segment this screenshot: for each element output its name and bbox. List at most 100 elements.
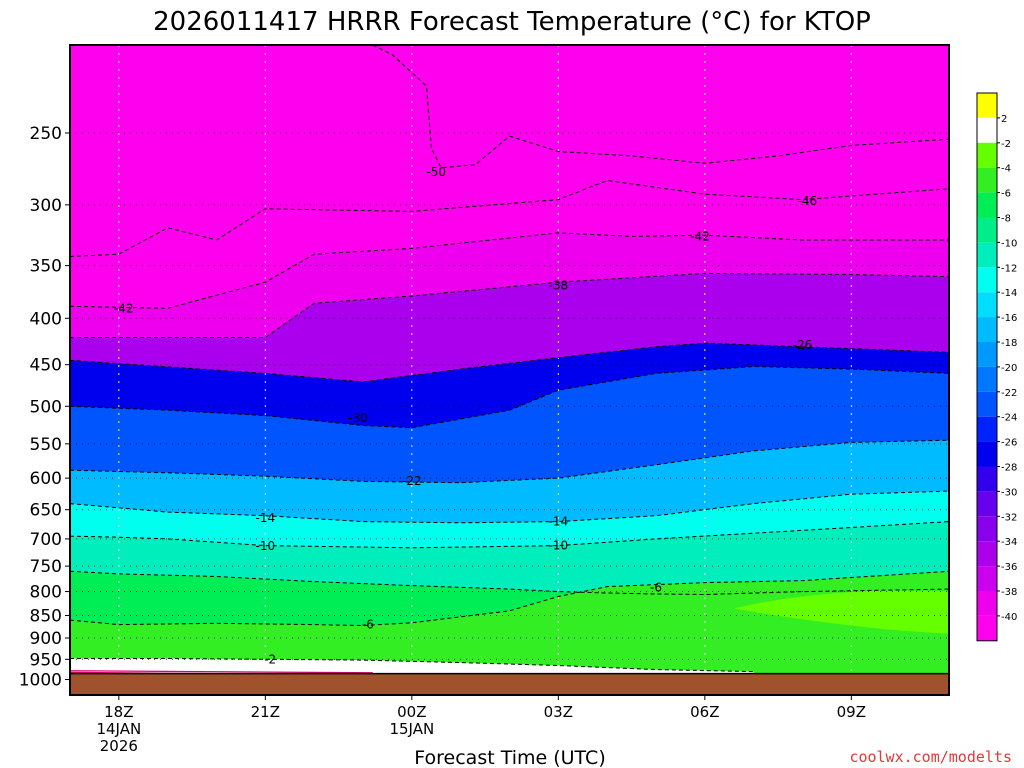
y-tick-label: 800	[30, 583, 62, 603]
isotherm-label: -22	[402, 474, 422, 488]
isotherm-label: -14	[549, 515, 569, 529]
x-tick-label: 06Z	[690, 703, 719, 721]
colorbar-swatch	[977, 167, 997, 193]
warm-patch	[734, 590, 949, 634]
isotherm-label: -50	[426, 165, 446, 179]
isotherm-label: -2	[264, 652, 276, 666]
colorbar-label: -14	[1001, 288, 1017, 299]
colorbar-label: -22	[1001, 388, 1017, 399]
colorbar-label: -20	[1001, 363, 1017, 374]
colorbar-swatch	[977, 217, 997, 243]
ground-layer	[70, 670, 949, 695]
colorbar-label: -18	[1001, 338, 1017, 349]
y-tick-label: 650	[30, 501, 62, 521]
colorbar-swatch	[977, 591, 997, 616]
colorbar-label: -32	[1001, 512, 1017, 523]
colorbar-swatch	[977, 566, 997, 591]
x-axis-label: Forecast Time (UTC)	[414, 747, 605, 768]
y-tick-label: 350	[30, 257, 62, 277]
y-tick-label: 750	[30, 557, 62, 577]
x-tick-date: 14JAN	[96, 720, 141, 738]
colorbar-label: -26	[1001, 438, 1017, 449]
colorbar-swatch	[977, 267, 997, 293]
temperature-bands	[70, 45, 949, 695]
colorbar-label: -4	[1001, 164, 1011, 175]
colorbar-label: -24	[1001, 413, 1017, 424]
isotherm-line	[70, 342, 949, 383]
y-tick-label: 400	[30, 309, 62, 329]
colorbar-swatch	[977, 292, 997, 318]
colorbar-label: -40	[1001, 612, 1017, 623]
isotherm-label: -26	[793, 338, 813, 352]
credit-link[interactable]: coolwx.com/modelts	[849, 748, 1012, 766]
isotherm-label: -42	[114, 301, 134, 315]
isotherm-line	[70, 365, 949, 429]
colorbar-swatch	[977, 416, 997, 442]
x-tick-label: 00Z	[397, 703, 426, 721]
plot-frame	[69, 44, 950, 696]
colorbar-swatch	[977, 93, 997, 118]
y-axis: 250 300 350 400 450 500 550 600 650 700 750 800 850 9…	[19, 124, 70, 691]
chart-title: 2026011417 HRRR Forecast Temperature (°C…	[153, 7, 871, 37]
colorbar-swatch	[977, 491, 997, 517]
isotherm-label: -6	[362, 618, 374, 632]
x-tick-label: 03Z	[544, 703, 573, 721]
colorbar-label: -36	[1001, 562, 1017, 573]
colorbar-swatch	[977, 466, 997, 492]
colorbar-label: -2	[1001, 139, 1011, 150]
y-tick-label: 300	[30, 196, 62, 216]
colorbar-swatch	[977, 342, 997, 367]
isotherm-label: -38	[549, 278, 569, 292]
colorbar-label: -16	[1001, 313, 1017, 324]
colorbar-label: -38	[1001, 587, 1017, 598]
y-tick-label: 500	[30, 397, 62, 417]
colorbar-swatch	[977, 366, 997, 392]
colorbar-swatch	[977, 541, 997, 567]
colorbar-label: 2	[1001, 114, 1007, 125]
plot-area: -50 -46 -42 -42 -38 -26 -30 -22 -14 -14 -10 -10 -6 -6…	[70, 45, 949, 695]
colorbar-swatch	[977, 441, 997, 467]
colorbar-swatch	[977, 391, 997, 417]
colorbar-swatch	[977, 192, 997, 218]
isotherm-line	[372, 45, 949, 169]
isotherm-line	[70, 570, 949, 596]
isotherm-label: -14	[256, 511, 276, 525]
colorbar-swatch	[977, 242, 997, 268]
x-tick-label: 18Z	[104, 703, 133, 721]
y-tick-label: 450	[30, 356, 62, 376]
isotherm-line	[70, 658, 754, 673]
colorbar-swatch	[977, 516, 997, 542]
y-tick-label: 1000	[19, 671, 62, 691]
y-tick-label: 250	[30, 124, 62, 144]
x-tick-label: 21Z	[251, 703, 280, 721]
x-tick-year: 2026	[100, 737, 138, 755]
colorbar-swatch	[977, 317, 997, 342]
colorbar-swatch	[977, 117, 997, 143]
y-tick-label: 550	[30, 435, 62, 455]
y-tick-label: 950	[30, 650, 62, 670]
ground-fill	[70, 673, 949, 695]
colorbar-label: -34	[1001, 537, 1017, 548]
colorbar-label: -28	[1001, 463, 1017, 474]
isotherm-line	[70, 179, 949, 257]
grid-lines	[70, 45, 949, 695]
colorbar-label: -6	[1001, 189, 1011, 200]
colorbar-label: -12	[1001, 263, 1017, 274]
x-tick-date: 15JAN	[389, 720, 434, 738]
colorbar-label: -10	[1001, 238, 1017, 249]
colorbar-label: -8	[1001, 214, 1011, 225]
y-tick-label: 700	[30, 530, 62, 550]
isotherm-label: -6	[650, 581, 662, 595]
y-tick-label: 600	[30, 469, 62, 489]
colorbar-swatch	[977, 615, 997, 641]
colorbar-label: -30	[1001, 487, 1017, 498]
isotherm-line	[70, 272, 949, 338]
colorbar-frame	[976, 92, 998, 642]
isotherm-label: -10	[256, 539, 276, 553]
y-tick-label: 900	[30, 629, 62, 649]
colorbar-swatch	[977, 142, 997, 168]
isotherm-line	[70, 232, 949, 309]
isotherm-line	[70, 521, 949, 549]
